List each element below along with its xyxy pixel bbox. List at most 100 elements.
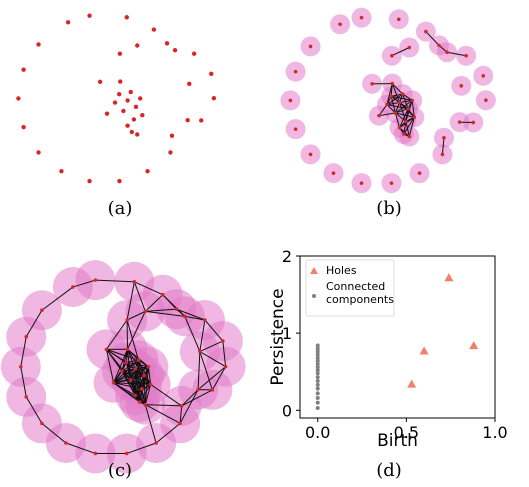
data-point xyxy=(400,92,405,96)
edge xyxy=(138,359,152,385)
caption-d: (d) xyxy=(376,460,402,481)
edge xyxy=(395,108,409,114)
edge xyxy=(41,422,67,444)
data-point xyxy=(223,364,228,369)
data-point xyxy=(64,441,68,445)
data-point xyxy=(133,104,139,110)
edge xyxy=(113,382,140,403)
data-point xyxy=(410,98,415,103)
data-point xyxy=(117,92,122,97)
edge xyxy=(378,112,396,117)
data-point xyxy=(137,400,142,404)
data-point xyxy=(183,314,187,319)
edge xyxy=(390,96,396,114)
data-point xyxy=(146,365,151,369)
edge xyxy=(113,379,131,384)
edge xyxy=(145,308,177,312)
edge xyxy=(113,349,128,383)
data-point xyxy=(143,309,148,314)
edge xyxy=(184,316,201,352)
data-point xyxy=(293,127,298,131)
data-point xyxy=(21,67,26,72)
data-point xyxy=(16,96,21,101)
edge xyxy=(25,396,43,424)
data-point xyxy=(65,20,71,25)
panel-c-large-balls xyxy=(0,260,246,474)
data-point xyxy=(120,369,124,374)
edge xyxy=(402,93,413,101)
edge xyxy=(179,405,183,424)
points-group xyxy=(288,15,488,185)
data-point xyxy=(140,113,145,118)
data-point xyxy=(151,27,157,32)
edge xyxy=(125,362,143,390)
edge xyxy=(395,112,415,118)
edge xyxy=(394,102,401,114)
edge xyxy=(391,47,410,57)
data-point xyxy=(136,358,141,363)
data-point xyxy=(21,124,26,130)
data-point xyxy=(112,100,118,105)
component-point xyxy=(315,349,320,354)
component-point xyxy=(315,375,320,380)
points-group xyxy=(19,278,228,456)
component-point xyxy=(315,362,320,366)
data-point xyxy=(390,53,394,58)
data-point xyxy=(174,307,179,311)
component-point xyxy=(315,405,320,410)
legend-box xyxy=(305,259,395,317)
hole-point xyxy=(407,379,417,388)
hole-point xyxy=(444,273,454,282)
edge xyxy=(405,121,410,137)
hole-point xyxy=(469,340,479,350)
data-point xyxy=(185,117,190,123)
data-point xyxy=(145,168,150,174)
data-point xyxy=(459,84,464,88)
data-point xyxy=(19,365,23,369)
data-point xyxy=(397,125,402,130)
data-point xyxy=(36,150,41,155)
data-point xyxy=(36,42,41,47)
edge xyxy=(65,442,96,454)
edge xyxy=(126,281,135,321)
edge xyxy=(126,361,149,368)
data-point xyxy=(359,15,364,20)
component-point xyxy=(315,368,320,373)
edge xyxy=(179,389,199,424)
data-point xyxy=(87,178,92,184)
data-point xyxy=(40,421,44,426)
edge xyxy=(162,294,177,310)
data-point xyxy=(437,43,441,48)
edge xyxy=(127,311,146,350)
data-point xyxy=(196,387,200,392)
data-point xyxy=(128,89,133,95)
edge xyxy=(134,281,163,296)
edge xyxy=(394,112,401,128)
data-point xyxy=(210,388,215,392)
edge xyxy=(391,83,404,95)
data-point xyxy=(178,421,182,426)
edge xyxy=(130,379,151,385)
data-point xyxy=(471,120,476,125)
y-tick-label: 0 xyxy=(282,401,292,420)
data-point xyxy=(135,43,140,48)
data-point xyxy=(138,96,143,101)
data-point xyxy=(24,334,29,339)
component-point xyxy=(315,378,320,383)
data-point xyxy=(293,69,298,74)
edge xyxy=(181,389,199,407)
data-point xyxy=(396,17,401,22)
edge xyxy=(391,93,403,97)
data-point xyxy=(125,347,130,352)
caption-c: (c) xyxy=(108,460,132,481)
edge xyxy=(113,382,142,390)
edge xyxy=(199,319,206,352)
data-point xyxy=(308,152,313,157)
edge xyxy=(134,366,149,396)
edge xyxy=(395,112,407,122)
data-point xyxy=(131,117,137,122)
edge xyxy=(105,349,115,383)
x-tick-label: 0.5 xyxy=(394,423,419,442)
legend-hole-marker xyxy=(310,267,318,274)
